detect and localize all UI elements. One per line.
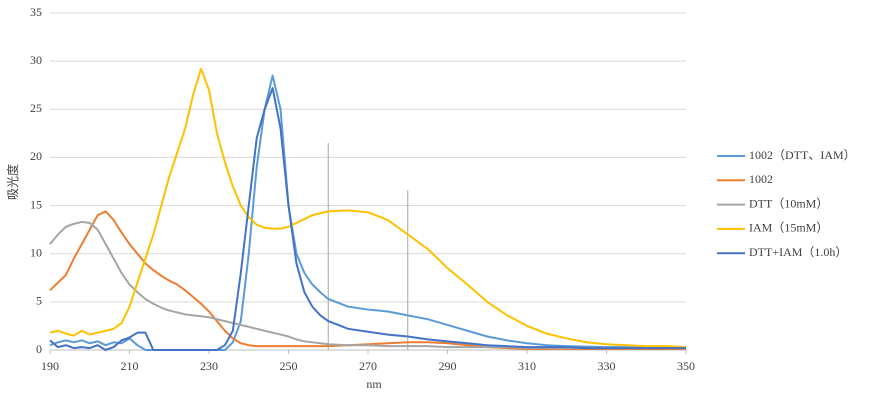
y-tick-label: 30 [30, 53, 42, 67]
legend-label: DTT（10mM） [749, 196, 828, 210]
x-tick-label: 330 [598, 359, 616, 373]
series-line [49, 220, 686, 350]
series-line [49, 87, 686, 351]
x-tick-label: 350 [677, 359, 695, 373]
series-line [49, 67, 687, 349]
legend-label: IAM（15mM） [749, 221, 828, 235]
legend-label: DTT+IAM（1.0h） [749, 245, 847, 259]
y-tick-label: 25 [30, 101, 42, 115]
legend-label: 1002（DTT、IAM） [749, 148, 856, 162]
y-tick-label: 15 [30, 197, 42, 211]
y-tick-label: 0 [36, 342, 42, 356]
x-tick-label: 250 [280, 359, 298, 373]
x-axis-label: nm [366, 377, 382, 391]
y-tick-label: 5 [36, 294, 42, 308]
series-line [49, 210, 686, 351]
x-tick-label: 230 [200, 359, 218, 373]
x-tick-label: 270 [359, 359, 377, 373]
x-tick-label: 290 [439, 359, 457, 373]
y-tick-label: 35 [30, 5, 42, 19]
y-tick-label: 20 [30, 149, 42, 163]
y-axis-label: 吸光度 [5, 164, 20, 200]
y-tick-label: 10 [30, 245, 42, 259]
x-tick-label: 210 [121, 359, 139, 373]
x-tick-label: 190 [41, 359, 59, 373]
legend-label: 1002 [749, 172, 773, 186]
x-tick-label: 310 [518, 359, 536, 373]
series-line [49, 74, 686, 351]
